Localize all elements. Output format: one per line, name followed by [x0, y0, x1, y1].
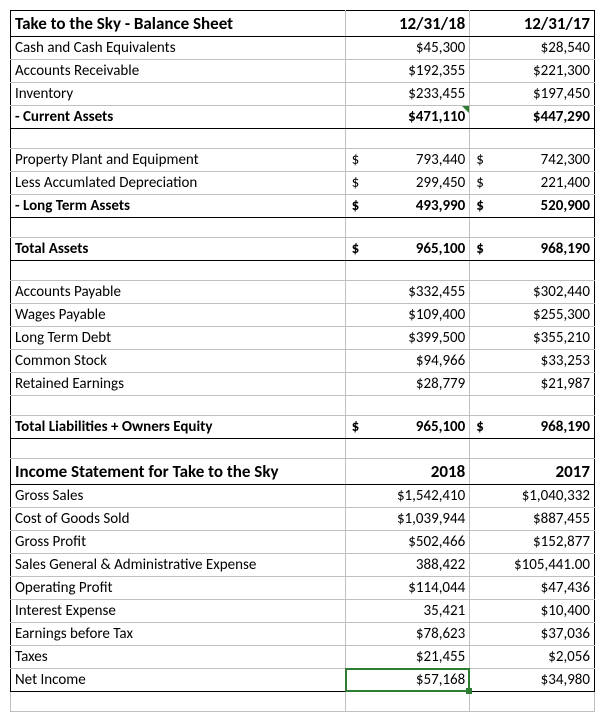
- row-label: Long Term Debt: [11, 327, 346, 350]
- row-label: Gross Profit: [11, 531, 346, 554]
- cell[interactable]: $1,039,944: [345, 508, 470, 531]
- cell[interactable]: $302,440: [470, 281, 595, 304]
- spacer: [470, 218, 595, 238]
- row-label: Interest Expense: [11, 600, 346, 623]
- empty-cell[interactable]: [345, 692, 470, 712]
- row-label: Net Income: [11, 669, 346, 692]
- cell[interactable]: $192,355: [345, 60, 470, 83]
- cell[interactable]: $1,542,410: [345, 485, 470, 508]
- bs-col-2017: 12/31/17: [470, 11, 595, 37]
- bs-title: Take to the Sky - Balance Sheet: [11, 11, 346, 37]
- cell[interactable]: $332,455: [345, 281, 470, 304]
- total-le-2017[interactable]: $968,190: [470, 416, 595, 439]
- balance-sheet-table: Take to the Sky - Balance Sheet 12/31/18…: [10, 10, 595, 712]
- total-assets-2018[interactable]: $965,100: [345, 238, 470, 261]
- cell[interactable]: 388,422: [345, 554, 470, 577]
- cell[interactable]: $10,400: [470, 600, 595, 623]
- lta-2017[interactable]: $520,900: [470, 195, 595, 218]
- row-label: Common Stock: [11, 350, 346, 373]
- row-label: Cash and Cash Equivalents: [11, 37, 346, 60]
- spacer: [470, 129, 595, 149]
- lta-2018[interactable]: $493,990: [345, 195, 470, 218]
- current-assets-label: - Current Assets: [11, 106, 346, 129]
- cell[interactable]: $887,455: [470, 508, 595, 531]
- lta-label: - Long Term Assets: [11, 195, 346, 218]
- cell[interactable]: $793,440: [345, 149, 470, 172]
- cell[interactable]: $152,877: [470, 531, 595, 554]
- is-col-2018: 2018: [345, 459, 470, 485]
- is-col-2017: 2017: [470, 459, 595, 485]
- row-label: Earnings before Tax: [11, 623, 346, 646]
- spacer: [345, 396, 470, 416]
- empty-cell[interactable]: [11, 692, 346, 712]
- cell[interactable]: $47,436: [470, 577, 595, 600]
- row-label: Operating Profit: [11, 577, 346, 600]
- cell[interactable]: $2,056: [470, 646, 595, 669]
- spacer: [11, 129, 346, 149]
- total-assets-2017[interactable]: $968,190: [470, 238, 595, 261]
- row-label: Property Plant and Equipment: [11, 149, 346, 172]
- cell[interactable]: 35,421: [345, 600, 470, 623]
- row-label: Retained Earnings: [11, 373, 346, 396]
- spacer: [345, 261, 470, 281]
- cell[interactable]: $221,300: [470, 60, 595, 83]
- spacer: [470, 261, 595, 281]
- is-title: Income Statement for Take to the Sky: [11, 459, 346, 485]
- cell[interactable]: $28,779: [345, 373, 470, 396]
- spacer: [345, 218, 470, 238]
- cell[interactable]: $197,450: [470, 83, 595, 106]
- row-label: Sales General & Administrative Expense: [11, 554, 346, 577]
- cell[interactable]: $78,623: [345, 623, 470, 646]
- cell[interactable]: $21,987: [470, 373, 595, 396]
- cell[interactable]: $502,466: [345, 531, 470, 554]
- current-assets-2018[interactable]: $471,110: [345, 106, 470, 129]
- spacer: [11, 218, 346, 238]
- cell[interactable]: $33,253: [470, 350, 595, 373]
- spacer: [11, 396, 346, 416]
- cell[interactable]: $37,036: [470, 623, 595, 646]
- row-label: Taxes: [11, 646, 346, 669]
- total-assets-label: Total Assets: [11, 238, 346, 261]
- row-label: Cost of Goods Sold: [11, 508, 346, 531]
- total-le-label: Total Liabilities + Owners Equity: [11, 416, 346, 439]
- spacer: [11, 261, 346, 281]
- cell[interactable]: $21,455: [345, 646, 470, 669]
- row-label: Wages Payable: [11, 304, 346, 327]
- cell[interactable]: $399,500: [345, 327, 470, 350]
- cell[interactable]: $28,540: [470, 37, 595, 60]
- bs-col-2018: 12/31/18: [345, 11, 470, 37]
- spacer: [11, 439, 346, 459]
- spacer: [470, 396, 595, 416]
- row-label: Inventory: [11, 83, 346, 106]
- cell[interactable]: $34,980: [470, 669, 595, 692]
- row-label: Less Accumlated Depreciation: [11, 172, 346, 195]
- empty-cell[interactable]: [470, 692, 595, 712]
- cell[interactable]: $233,455: [345, 83, 470, 106]
- cell[interactable]: $355,210: [470, 327, 595, 350]
- current-assets-2017[interactable]: $447,290: [470, 106, 595, 129]
- spacer: [470, 439, 595, 459]
- cell[interactable]: $114,044: [345, 577, 470, 600]
- total-le-2018[interactable]: $965,100: [345, 416, 470, 439]
- cell[interactable]: $1,040,332: [470, 485, 595, 508]
- cell[interactable]: $109,400: [345, 304, 470, 327]
- net-income-2018-selected-cell[interactable]: $57,168: [345, 669, 470, 692]
- cell[interactable]: $221,400: [470, 172, 595, 195]
- spacer: [345, 129, 470, 149]
- row-label: Accounts Receivable: [11, 60, 346, 83]
- cell[interactable]: $105,441.00: [470, 554, 595, 577]
- cell[interactable]: $45,300: [345, 37, 470, 60]
- row-label: Accounts Payable: [11, 281, 346, 304]
- cell[interactable]: $255,300: [470, 304, 595, 327]
- cell[interactable]: $742,300: [470, 149, 595, 172]
- spacer: [345, 439, 470, 459]
- row-label: Gross Sales: [11, 485, 346, 508]
- cell[interactable]: $299,450: [345, 172, 470, 195]
- cell[interactable]: $94,966: [345, 350, 470, 373]
